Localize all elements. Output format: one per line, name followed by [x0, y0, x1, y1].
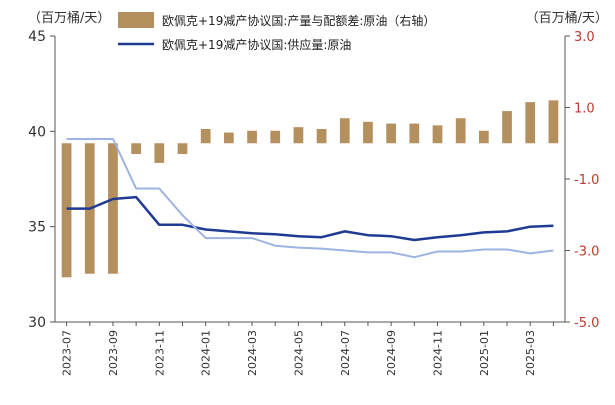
gap-bar [386, 123, 397, 144]
x-tick-label: 2023-11 [153, 330, 166, 376]
x-tick-label: 2023-09 [107, 330, 120, 376]
gap-bar [200, 128, 211, 144]
supply-line [66, 195, 554, 242]
right-tick-label: 1.0 [574, 102, 595, 117]
gap-bar [363, 121, 373, 144]
legend-bar-label: 欧佩克+19减产协议国:产量与配额差:原油（右轴） [162, 13, 435, 28]
gap-bar [131, 143, 142, 154]
line-series [66, 138, 554, 259]
right-tick-label: -1.0 [574, 173, 599, 188]
x-tick-label: 2024-05 [292, 330, 305, 376]
left-tick-label: 40 [28, 124, 46, 140]
left-tick-label: 30 [28, 315, 46, 331]
left-tick-label: 45 [28, 29, 46, 45]
x-tick-label: 2025-03 [524, 330, 537, 376]
legend-bar-swatch [118, 12, 154, 28]
gap-bar [108, 143, 118, 274]
x-tick-label: 2023-07 [61, 330, 74, 376]
x-tick-label: 2024-03 [246, 330, 259, 376]
left-axis-unit: （百万桶/天） [28, 11, 110, 26]
gap-bar [293, 127, 304, 144]
gap-bar [223, 132, 234, 144]
left-tick-label: 35 [28, 220, 46, 236]
gap-bar [177, 143, 188, 154]
legend: 欧佩克+19减产协议国:产量与配额差:原油（右轴） 欧佩克+19减产协议国:供应… [118, 12, 435, 52]
gap-bar [61, 143, 72, 278]
legend-line-label: 欧佩克+19减产协议国:供应量:原油 [162, 37, 351, 52]
x-tick-label: 2025-01 [478, 330, 491, 376]
gap-bar [502, 111, 512, 144]
right-tick-label: -3.0 [574, 245, 599, 260]
gap-bar [525, 102, 536, 144]
x-tick-label: 2024-07 [339, 330, 352, 376]
right-tick-label: -5.0 [574, 316, 599, 331]
gap-bar [548, 100, 559, 144]
gap-bar [154, 143, 165, 163]
x-tick-label: 2024-11 [432, 330, 445, 376]
gap-bar [409, 123, 420, 144]
x-tick-label: 2024-01 [200, 330, 213, 376]
gap-bar [478, 130, 489, 144]
gap-bar [455, 118, 466, 144]
gap-bar [247, 130, 257, 144]
axis-layer: 30 35 40 45 -5.0 -3.0 -1.0 1.0 3.0 2023-07 2023-09… [28, 29, 599, 376]
gap-bar [339, 118, 350, 144]
gap-bar [270, 130, 281, 144]
right-tick-label: 3.0 [574, 30, 595, 45]
quota-line [66, 138, 554, 259]
right-axis-unit: （百万桶/天） [526, 11, 608, 26]
gap-bar [316, 128, 327, 144]
x-tick-label: 2024-09 [385, 330, 398, 376]
gap-bar [432, 125, 443, 144]
